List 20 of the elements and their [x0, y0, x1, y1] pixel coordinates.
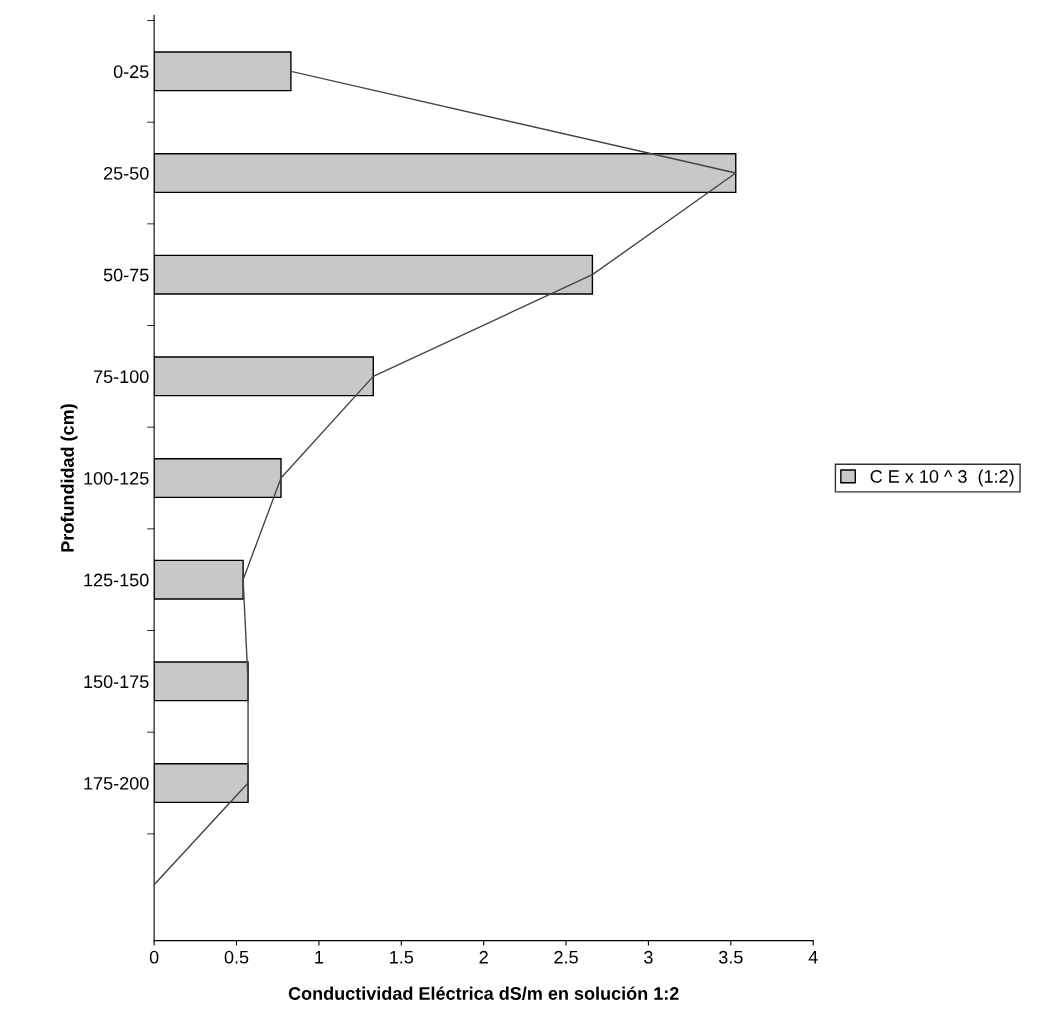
y-tick-label: 25-50	[104, 166, 149, 180]
y-tick-label: 75-100	[93, 370, 149, 384]
y-tick-label: 125-150	[84, 573, 149, 587]
y-tick-label: 100-125	[84, 471, 149, 485]
x-tick-label: 4	[808, 951, 818, 964]
x-tick-label: 3.5	[718, 950, 743, 964]
x-tick-label: 0	[149, 950, 159, 964]
y-axis-title: Profundidad (cm)	[60, 404, 78, 552]
y-tick-label: 150-175	[84, 675, 149, 689]
legend-label: C E x 10 ^ 3 (1:2)	[870, 469, 1014, 487]
x-axis-title: Conductividad Eléctrica dS/m en solución 1:2	[288, 986, 679, 1001]
x-tick-label: 1	[315, 951, 324, 964]
y-tick-label: 50-75	[103, 268, 149, 282]
y-tick-label: 175-200	[84, 776, 149, 790]
x-tick-label: 0.5	[224, 950, 249, 964]
x-tick-label: 1.5	[390, 951, 414, 964]
x-tick-label: 2	[479, 950, 488, 964]
x-tick-label: 2.5	[554, 950, 578, 964]
x-tick-label: 3	[644, 950, 653, 964]
y-tick-label: 0-25	[113, 65, 149, 79]
